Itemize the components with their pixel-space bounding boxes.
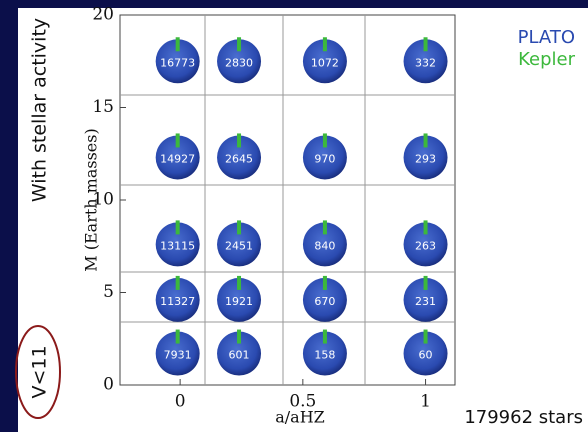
kepler-marker <box>237 330 241 344</box>
kepler-marker <box>323 37 327 51</box>
count-label: 16773 <box>160 56 195 69</box>
count-label: 158 <box>314 349 335 362</box>
y-tick-label: 10 <box>92 190 114 210</box>
kepler-marker <box>424 276 428 290</box>
y-tick-label: 5 <box>103 282 114 302</box>
kepler-marker <box>237 37 241 51</box>
kepler-marker <box>323 276 327 290</box>
kepler-marker <box>323 330 327 344</box>
count-label: 1072 <box>311 56 339 69</box>
side-label: With stellar activity <box>29 18 51 202</box>
kepler-marker <box>237 133 241 147</box>
count-label: 14927 <box>160 152 195 165</box>
kepler-marker <box>176 220 180 234</box>
x-tick-label: 1 <box>420 392 431 412</box>
y-tick-label: 20 <box>92 5 114 25</box>
kepler-marker <box>424 37 428 51</box>
chart: With stellar activity V<11 M (Earth mass… <box>0 0 588 432</box>
count-label: 840 <box>314 239 335 252</box>
count-label: 293 <box>415 152 436 165</box>
x-tick-label: 0 <box>175 392 186 412</box>
count-label: 670 <box>314 295 335 308</box>
kepler-marker <box>176 133 180 147</box>
kepler-marker <box>237 220 241 234</box>
legend-entry: PLATO <box>518 27 575 48</box>
kepler-marker <box>424 220 428 234</box>
count-label: 7931 <box>164 349 192 362</box>
panel <box>18 8 588 432</box>
x-tick-label: 0.5 <box>289 392 316 412</box>
legend-entry: Kepler <box>518 49 575 70</box>
count-label: 60 <box>419 349 433 362</box>
kepler-marker <box>176 276 180 290</box>
kepler-marker <box>424 133 428 147</box>
count-label: 2830 <box>225 56 253 69</box>
kepler-marker <box>323 220 327 234</box>
total-label: 179962 stars <box>464 407 583 428</box>
kepler-marker <box>176 37 180 51</box>
y-tick-label: 0 <box>103 375 114 395</box>
count-label: 11327 <box>160 295 195 308</box>
corner-label: V<11 <box>29 345 51 398</box>
kepler-marker <box>323 133 327 147</box>
count-label: 263 <box>415 239 436 252</box>
count-label: 231 <box>415 295 436 308</box>
count-label: 970 <box>314 152 335 165</box>
count-label: 2451 <box>225 239 253 252</box>
count-label: 1921 <box>225 295 253 308</box>
count-label: 332 <box>415 56 436 69</box>
y-tick-label: 15 <box>92 97 114 117</box>
count-label: 2645 <box>225 152 253 165</box>
count-label: 13115 <box>160 239 195 252</box>
kepler-marker <box>237 276 241 290</box>
count-label: 601 <box>229 349 250 362</box>
kepler-marker <box>424 330 428 344</box>
kepler-marker <box>176 330 180 344</box>
